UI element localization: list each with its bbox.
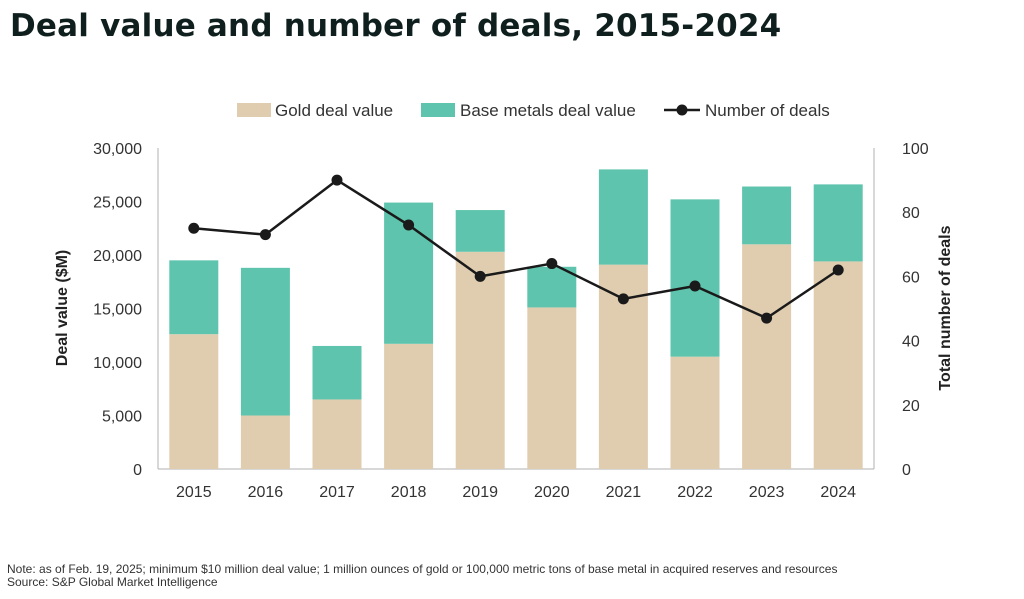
x-tick-label: 2024 bbox=[820, 484, 856, 501]
y-tick-label: 25,000 bbox=[93, 195, 142, 212]
x-tick-label: 2021 bbox=[606, 484, 642, 501]
deals-point bbox=[546, 258, 558, 270]
y-tick-label: 20,000 bbox=[93, 248, 142, 265]
y-right-tick-label: 100 bbox=[902, 141, 929, 158]
x-tick-label: 2023 bbox=[749, 484, 785, 501]
legend: Gold deal value Base metals deal value Num… bbox=[237, 101, 830, 120]
legend-label-deals: Number of deals bbox=[705, 101, 830, 120]
bar-gold bbox=[312, 399, 362, 469]
bar-base-metals bbox=[742, 186, 792, 245]
source-text: Source: S&P Global Market Intelligence bbox=[7, 575, 218, 589]
y-tick-label: 10,000 bbox=[93, 355, 142, 372]
x-tick-label: 2018 bbox=[391, 484, 427, 501]
deals-point bbox=[259, 229, 271, 241]
footnote: Note: as of Feb. 19, 2025; minimum $10 m… bbox=[7, 563, 837, 589]
deals-point bbox=[188, 222, 200, 234]
note-text: Note: as of Feb. 19, 2025; minimum $10 m… bbox=[7, 562, 838, 576]
y-right-tick-label: 60 bbox=[902, 269, 920, 286]
bar-base-metals bbox=[169, 260, 219, 335]
y-axis-left: 0 5,000 10,000 15,000 20,000 25,000 30,000 bbox=[93, 141, 142, 479]
bar-gold bbox=[527, 307, 577, 469]
legend-swatch-base-metals bbox=[421, 103, 455, 117]
deals-point bbox=[761, 312, 773, 324]
x-tick-label: 2019 bbox=[462, 484, 498, 501]
chart-area: Gold deal value Base metals deal value Num… bbox=[54, 101, 954, 501]
y-tick-label: 5,000 bbox=[102, 409, 142, 426]
x-tick-label: 2022 bbox=[677, 484, 713, 501]
deals-line-group bbox=[188, 174, 844, 324]
y-axis-right: 0 20 40 60 80 100 bbox=[902, 141, 929, 479]
bar-base-metals bbox=[240, 267, 290, 416]
y-right-tick-label: 40 bbox=[902, 334, 920, 351]
bar-gold bbox=[240, 415, 290, 469]
bar-gold bbox=[742, 244, 792, 469]
bar-base-metals bbox=[312, 345, 362, 400]
y-tick-label: 30,000 bbox=[93, 141, 142, 158]
x-tick-label: 2016 bbox=[248, 484, 284, 501]
deals-point bbox=[474, 270, 486, 282]
legend-swatch-gold bbox=[237, 103, 271, 117]
x-axis: 2015 2016 2017 2018 2019 2020 2021 2022 2023 2024 bbox=[176, 484, 856, 501]
x-tick-label: 2017 bbox=[319, 484, 355, 501]
y-axis-label: Deal value ($M) bbox=[54, 250, 71, 366]
bar-gold bbox=[384, 343, 434, 469]
y-right-tick-label: 20 bbox=[902, 398, 920, 415]
chart-title: Deal value and number of deals, 2015-202… bbox=[10, 8, 782, 44]
bar-base-metals bbox=[598, 169, 648, 265]
y-axis-right-label: Total number of deals bbox=[937, 225, 954, 390]
deals-point bbox=[403, 219, 415, 231]
deals-point bbox=[832, 264, 844, 276]
deals-point bbox=[617, 293, 629, 305]
legend-label-gold: Gold deal value bbox=[275, 101, 393, 120]
deals-point bbox=[689, 280, 701, 292]
bar-base-metals bbox=[527, 266, 577, 308]
deals-point bbox=[331, 174, 343, 186]
bar-gold bbox=[813, 261, 863, 469]
bar-gold bbox=[455, 251, 505, 469]
y-right-tick-label: 0 bbox=[902, 462, 911, 479]
y-tick-label: 0 bbox=[133, 462, 142, 479]
bar-base-metals bbox=[670, 199, 720, 357]
bar-gold bbox=[169, 334, 219, 469]
bars-group bbox=[157, 148, 875, 470]
bar-gold bbox=[670, 356, 720, 469]
legend-marker-deals bbox=[676, 104, 688, 116]
bar-base-metals bbox=[813, 184, 863, 262]
x-tick-label: 2015 bbox=[176, 484, 212, 501]
deals-line bbox=[193, 178, 839, 320]
x-tick-label: 2020 bbox=[534, 484, 570, 501]
y-tick-label: 15,000 bbox=[93, 302, 142, 319]
y-right-tick-label: 80 bbox=[902, 205, 920, 222]
legend-label-base-metals: Base metals deal value bbox=[460, 101, 636, 120]
bar-base-metals bbox=[455, 210, 505, 252]
